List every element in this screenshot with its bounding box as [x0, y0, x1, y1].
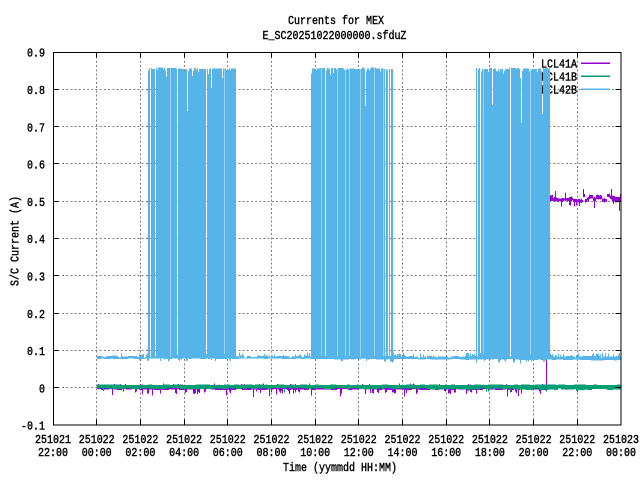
svg-text:251022: 251022: [166, 434, 202, 447]
svg-text:251022: 251022: [297, 434, 333, 447]
svg-text:Time (yymmdd HH:MM): Time (yymmdd HH:MM): [283, 462, 397, 475]
svg-text:0.8: 0.8: [27, 85, 45, 98]
svg-text:0.3: 0.3: [27, 272, 45, 285]
svg-text:251022: 251022: [428, 434, 464, 447]
svg-text:0: 0: [39, 384, 45, 397]
svg-text:251022: 251022: [210, 434, 246, 447]
svg-text:18:00: 18:00: [475, 447, 505, 460]
svg-text:0.7: 0.7: [27, 123, 45, 136]
svg-text:0.6: 0.6: [27, 160, 45, 173]
svg-text:0.5: 0.5: [27, 197, 45, 210]
svg-text:251022: 251022: [516, 434, 552, 447]
svg-text:0.2: 0.2: [27, 309, 45, 322]
svg-text:06:00: 06:00: [213, 447, 243, 460]
svg-text:12:00: 12:00: [344, 447, 374, 460]
svg-text:251022: 251022: [79, 434, 115, 447]
svg-text:251023: 251023: [603, 434, 639, 447]
svg-text:Currents for MEX: Currents for MEX: [288, 15, 384, 28]
svg-text:251022: 251022: [341, 434, 377, 447]
svg-text:251022: 251022: [254, 434, 290, 447]
svg-text:16:00: 16:00: [431, 447, 461, 460]
svg-text:LCL41A: LCL41A: [541, 59, 577, 72]
svg-text:251021: 251021: [35, 434, 71, 447]
svg-text:-0.1: -0.1: [21, 421, 45, 434]
svg-text:LCL42B: LCL42B: [541, 85, 577, 98]
svg-text:08:00: 08:00: [257, 447, 287, 460]
svg-text:251022: 251022: [122, 434, 158, 447]
svg-text:S/C Current (A): S/C Current (A): [10, 196, 23, 286]
svg-text:251022: 251022: [385, 434, 421, 447]
svg-text:0.1: 0.1: [27, 347, 45, 360]
svg-text:E_SC20251022000000.sfduZ: E_SC20251022000000.sfduZ: [263, 30, 407, 43]
svg-text:0.4: 0.4: [27, 235, 45, 248]
svg-text:0.9: 0.9: [27, 48, 45, 61]
svg-text:LCL41B: LCL41B: [541, 72, 577, 85]
svg-text:04:00: 04:00: [169, 447, 199, 460]
svg-text:251022: 251022: [472, 434, 508, 447]
svg-text:14:00: 14:00: [388, 447, 418, 460]
svg-text:00:00: 00:00: [82, 447, 112, 460]
svg-text:251022: 251022: [559, 434, 595, 447]
svg-text:10:00: 10:00: [300, 447, 330, 460]
svg-text:20:00: 20:00: [519, 447, 549, 460]
svg-text:22:00: 22:00: [38, 447, 68, 460]
svg-text:02:00: 02:00: [125, 447, 155, 460]
svg-text:00:00: 00:00: [606, 447, 636, 460]
svg-text:22:00: 22:00: [562, 447, 592, 460]
